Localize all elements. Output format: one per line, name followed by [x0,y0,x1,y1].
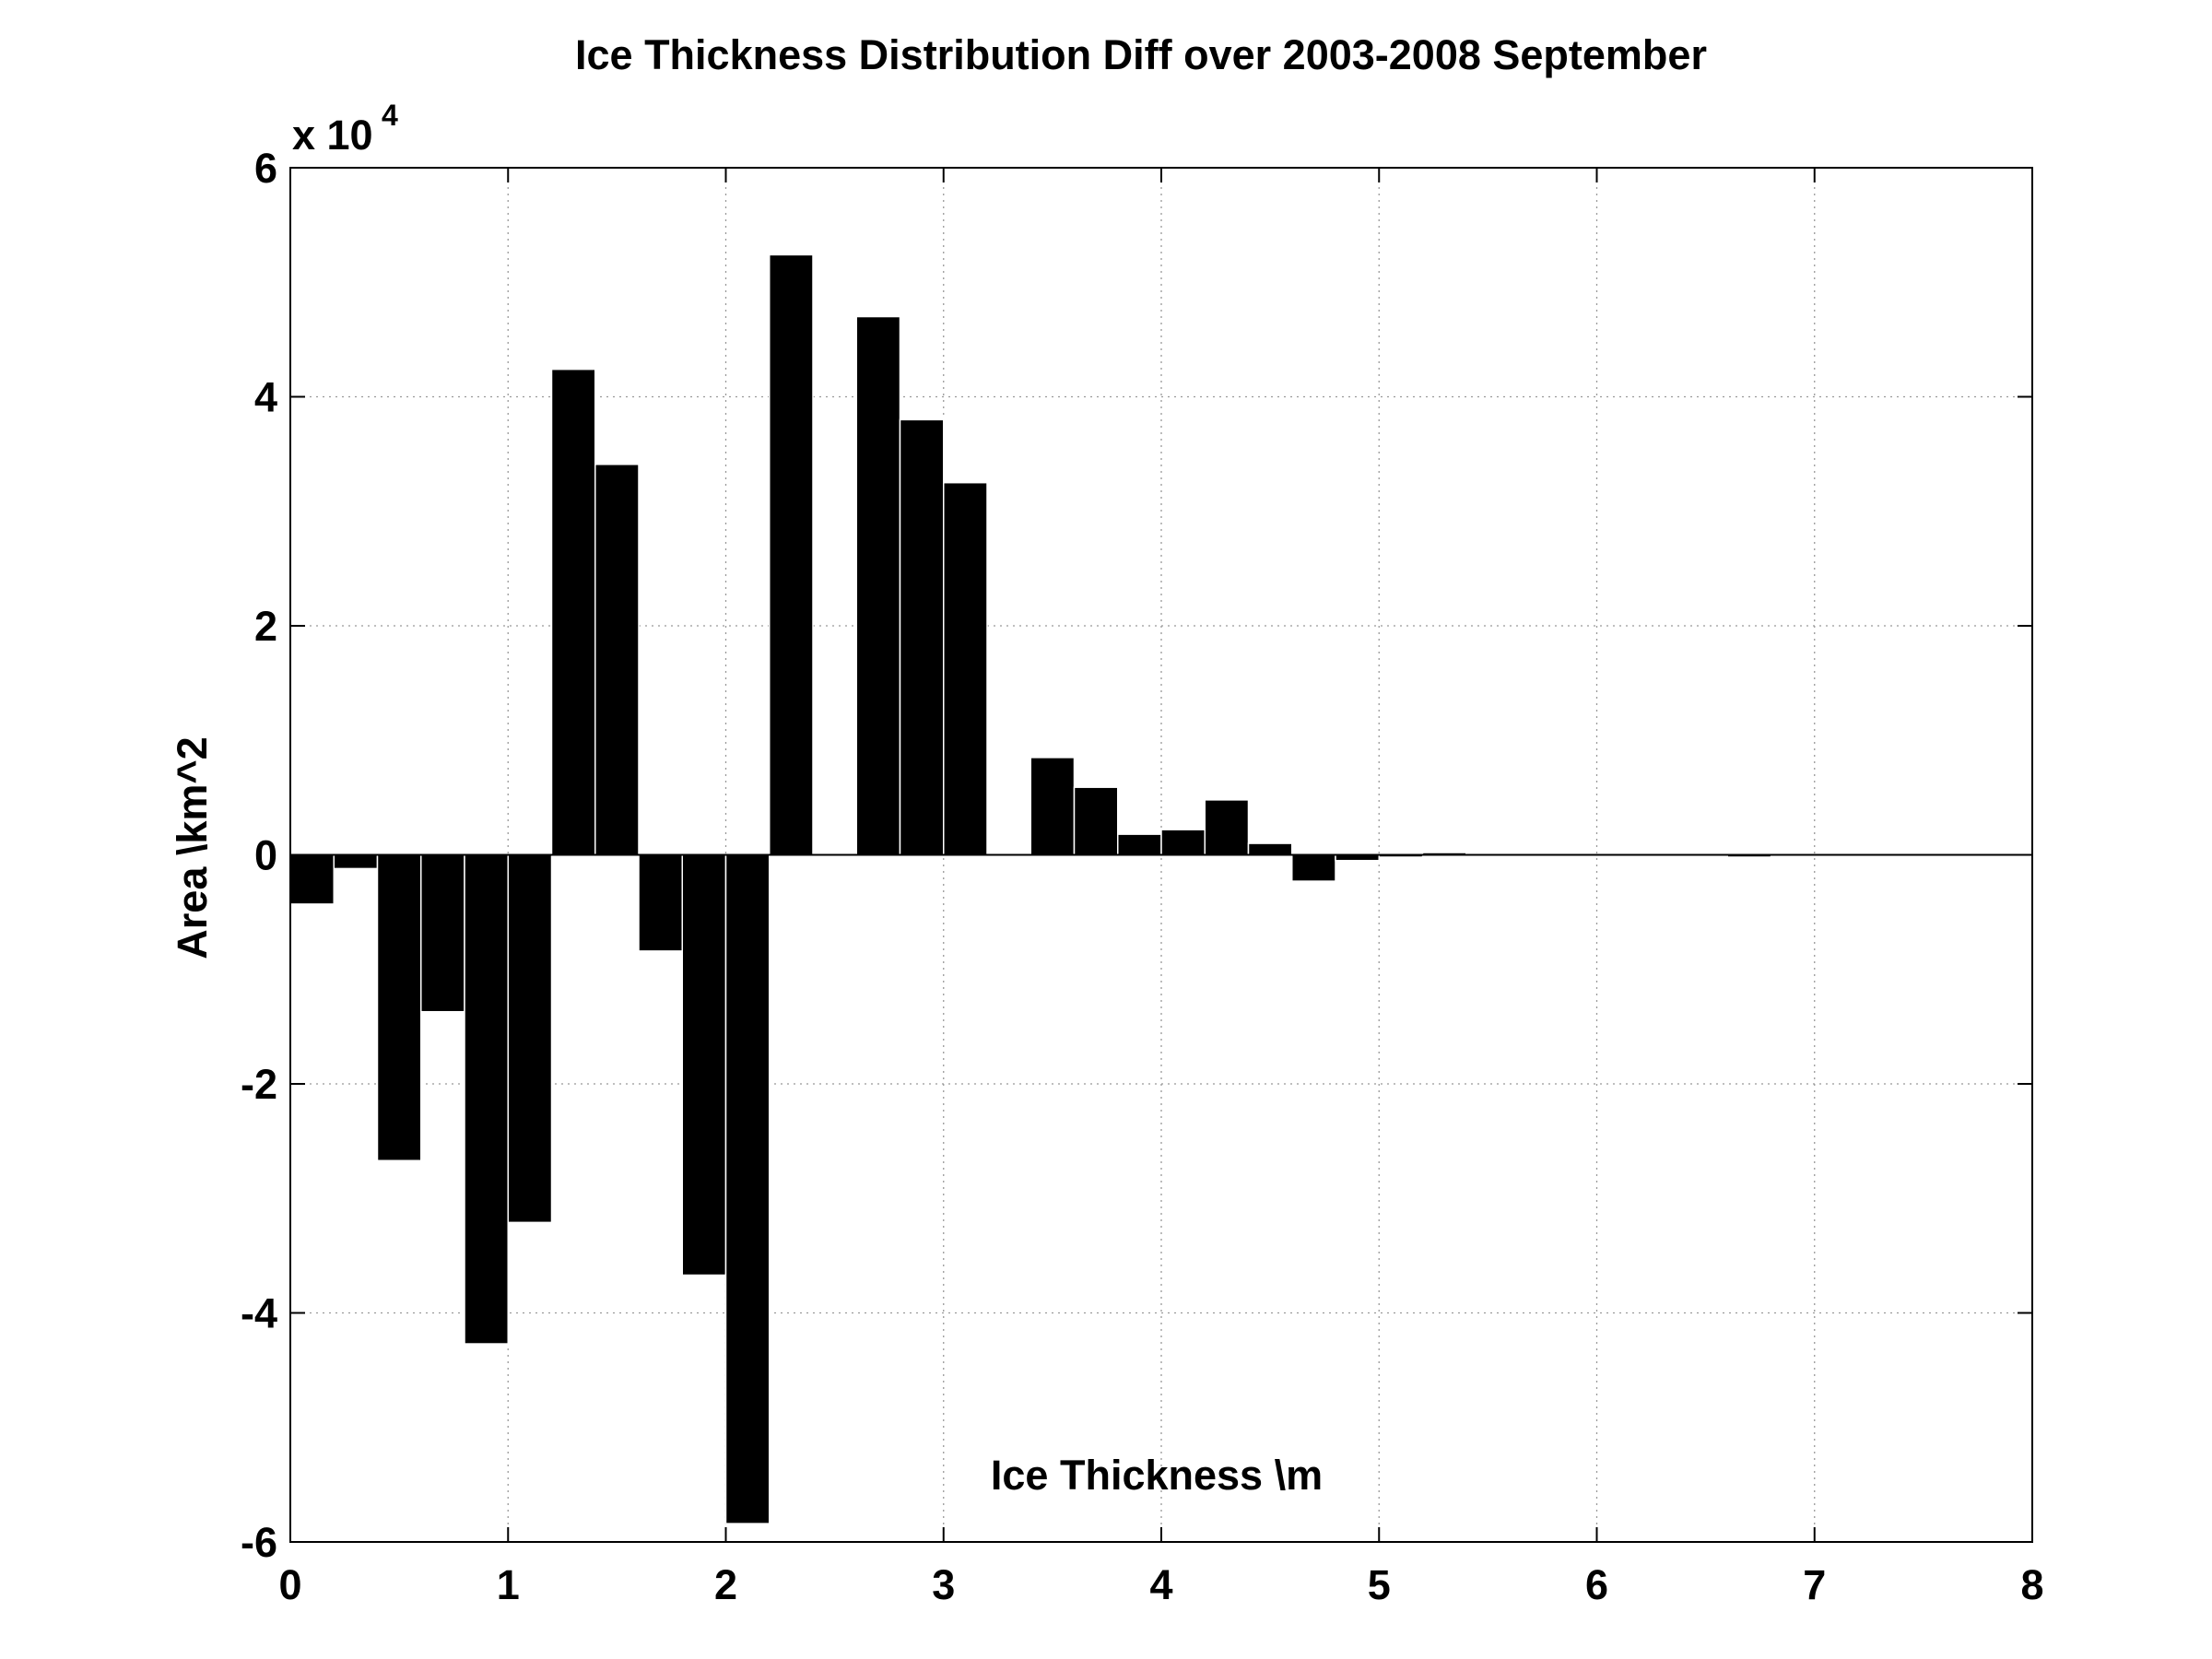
y-multiplier-exponent: 4 [382,99,398,132]
x-tick-label: 2 [714,1561,737,1608]
x-tick-label: 1 [497,1561,520,1608]
x-tick-label: 0 [278,1561,301,1608]
bar [594,464,640,856]
y-tick-label: 6 [254,145,277,192]
bar [724,853,771,1524]
bar [507,853,553,1224]
y-tick-label: 4 [254,374,277,421]
bar [1247,842,1293,856]
bar [1204,799,1250,856]
x-tick-label: 4 [1149,1561,1172,1608]
bar [1030,757,1076,856]
bar [855,315,901,856]
bar [376,853,422,1161]
bar [769,253,814,856]
x-tick-label: 7 [1803,1561,1826,1608]
bar [943,481,988,856]
y-axis-multiplier: x 10 4 [292,99,398,159]
y-tick-label: 0 [254,832,277,879]
bar [899,418,945,856]
y-tick-label: -2 [241,1061,277,1108]
y-multiplier-base: x 10 [292,112,373,159]
bars [289,253,1772,1524]
x-tick-label: 8 [2020,1561,2043,1608]
bar [333,853,379,870]
y-axis-label: Area \km^2 [169,736,216,959]
bar [420,853,465,1013]
y-tick-label: -4 [241,1290,277,1337]
bar [638,853,683,952]
chart-title: Ice Thickness Distribution Diff over 200… [575,31,1707,78]
bar [1160,829,1206,856]
y-tick-labels: -6 -4 -2 0 2 4 6 [241,145,277,1566]
bar [464,853,509,1345]
y-tick-label: -6 [241,1519,277,1566]
x-tick-labels: 0 1 2 3 4 5 6 7 8 [278,1561,2043,1608]
bar [550,368,596,856]
x-tick-label: 6 [1585,1561,1608,1608]
bar [1073,786,1119,856]
x-tick-label: 5 [1368,1561,1391,1608]
bar [1291,853,1336,882]
plot-frame [289,167,2033,1543]
bar [289,853,335,905]
bar [681,853,727,1277]
y-tick-label: 2 [254,603,277,650]
x-tick-label: 3 [932,1561,955,1608]
bar [1117,833,1162,856]
x-axis-label: Ice Thickness \m [991,1452,1323,1499]
